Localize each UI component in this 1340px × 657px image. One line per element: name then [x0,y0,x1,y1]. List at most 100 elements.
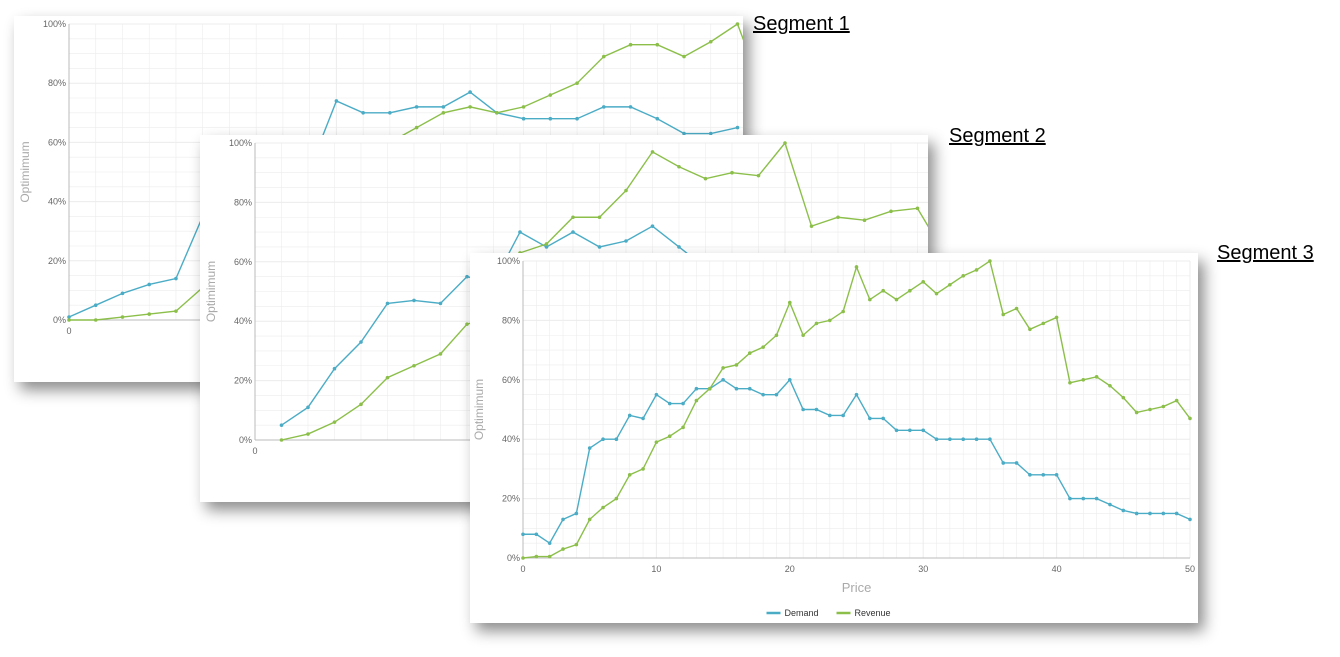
y-tick-label: 0% [507,553,520,563]
data-point-revenue [1041,321,1046,326]
data-point-demand [627,413,632,418]
data-point-demand [561,517,565,522]
data-point-revenue [414,125,419,130]
y-tick-label: 100% [43,19,66,29]
data-point-revenue [681,425,685,430]
data-point-revenue [894,297,899,302]
data-point-revenue [908,288,912,293]
data-point-revenue [814,321,819,326]
data-point-demand [1041,473,1046,477]
data-point-demand [682,131,686,136]
data-point-revenue [708,39,713,44]
data-point-demand [1068,496,1072,501]
data-point-revenue [654,440,659,444]
data-point-demand [361,111,365,115]
data-point-demand [721,378,725,382]
data-point-revenue [974,268,979,272]
y-tick-label: 100% [497,256,520,266]
data-point-revenue [756,173,761,178]
data-point-revenue [1028,327,1032,332]
data-point-demand [414,105,419,109]
data-point-demand [334,99,339,103]
data-point-demand [814,407,819,412]
data-point-revenue [306,432,310,436]
data-point-demand [735,125,740,130]
data-point-demand [761,392,765,397]
data-point-demand [306,405,310,410]
legend: Demand Revenue [766,608,891,618]
data-point-demand [465,274,469,279]
data-point-revenue [561,547,565,551]
data-point-demand [774,392,779,397]
series-line-demand [68,91,738,318]
data-point-revenue [575,81,579,85]
data-point-revenue [703,176,708,181]
data-point-revenue [627,473,632,477]
data-point-demand [655,116,660,121]
y-tick-label: 20% [48,256,66,266]
x-tick-label: 50 [1185,564,1195,574]
data-point-demand [681,401,685,406]
data-point-demand [974,437,979,441]
data-point-demand [468,90,472,94]
data-point-demand [547,541,552,545]
data-point-revenue [359,402,363,407]
y-tick-label: 60% [502,375,520,385]
data-point-revenue [735,22,740,26]
x-tick-label: 0 [66,326,71,336]
data-point-demand [544,245,549,249]
data-point-demand [894,428,899,433]
data-point-demand [934,437,939,441]
data-point-revenue [548,93,553,97]
data-point-demand [1174,511,1179,516]
y-tick-label: 20% [234,376,252,386]
data-point-demand [120,291,125,296]
data-point-revenue [730,170,734,175]
data-point-demand [788,378,792,382]
data-point-revenue [641,467,645,471]
data-point-revenue [841,309,845,314]
data-point-revenue [1134,410,1139,415]
y-axis-label: Optimimum [204,261,218,322]
data-point-revenue [1054,315,1059,320]
x-tick-label: 0 [520,564,525,574]
data-point-demand [614,437,619,441]
data-point-revenue [1121,395,1126,400]
data-point-revenue [854,265,859,269]
data-point-demand [548,116,553,121]
data-point-revenue [614,496,619,501]
data-point-demand [332,366,337,371]
data-point-revenue [655,42,660,47]
data-point-revenue [734,363,739,367]
data-point-revenue [915,206,920,211]
data-point-demand [174,276,178,281]
series-line-revenue [281,141,928,441]
data-point-demand [359,340,363,344]
y-tick-label: 80% [502,315,520,325]
data-point-revenue [597,215,602,220]
series-revenue [279,141,928,442]
data-point-revenue [624,188,628,193]
chart-segment-3: 0% 20% 40% 60% 80% 100% 0 10 20 30 40 50 Optimimum Pr… [472,256,1195,618]
y-tick-label: 40% [234,316,252,326]
data-point-revenue [147,312,152,316]
data-point-demand [521,532,525,537]
x-tick-label: 40 [1052,564,1062,574]
data-point-revenue [1001,312,1006,317]
data-point-revenue [650,150,655,154]
y-tick-label: 0% [53,315,66,325]
data-point-demand [279,423,284,427]
data-point-revenue [961,274,966,278]
data-point-revenue [1094,375,1099,379]
data-point-demand [1094,496,1099,501]
data-point-demand [694,386,699,391]
y-axis-label: Optimimum [18,141,32,202]
data-point-revenue [788,300,792,305]
data-point-demand [574,511,579,516]
data-point-revenue [889,209,893,214]
data-point-demand [521,116,526,121]
data-point-demand [948,437,952,441]
y-tick-label: 100% [229,138,252,148]
data-point-demand [854,392,859,397]
chart-card-segment-3: 0% 20% 40% 60% 80% 100% 0 10 20 30 40 50 Optimimum Pr… [470,253,1198,623]
